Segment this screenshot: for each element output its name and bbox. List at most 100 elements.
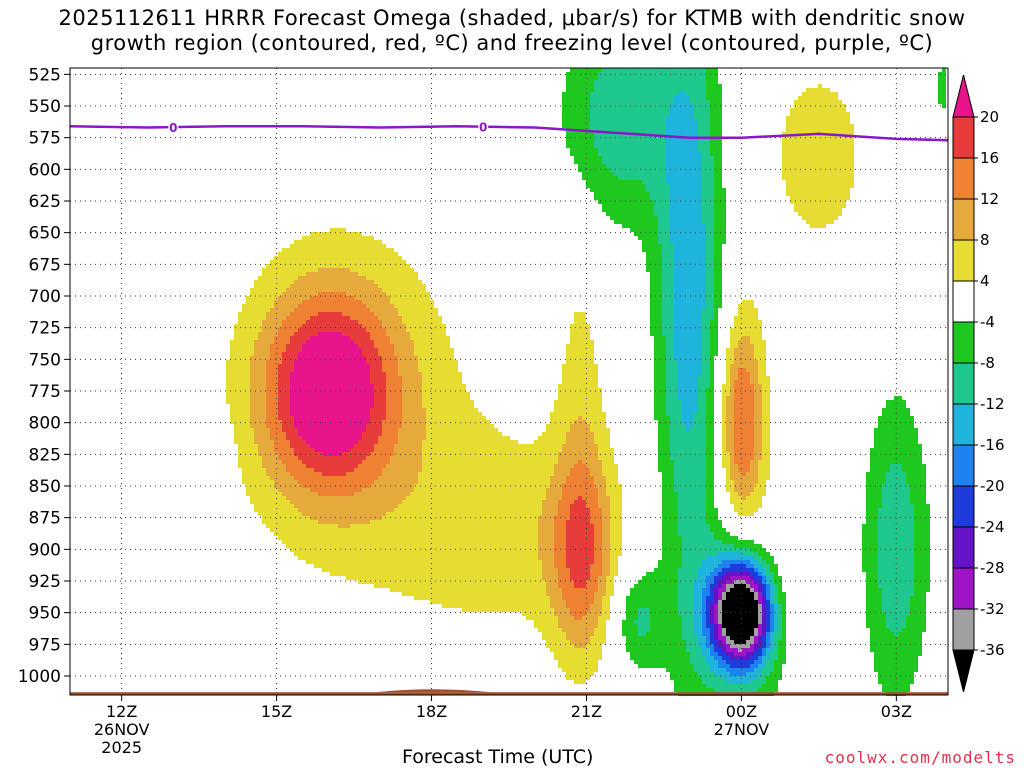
omega-cell	[594, 436, 610, 440]
omega-cell	[706, 272, 714, 276]
omega-cell	[706, 404, 714, 408]
omega-cell	[706, 660, 718, 664]
omega-cell	[710, 320, 718, 324]
omega-cell	[590, 96, 674, 100]
omega-cell	[694, 416, 706, 420]
omega-cell	[666, 156, 702, 160]
omega-cell	[266, 420, 282, 424]
omega-cell	[670, 236, 706, 240]
omega-cell	[562, 448, 598, 452]
omega-cell	[706, 296, 714, 300]
omega-cell	[566, 144, 594, 148]
omega-cell	[714, 604, 718, 608]
omega-cell	[358, 320, 382, 324]
omega-cell	[774, 608, 778, 612]
omega-cell	[610, 168, 666, 172]
omega-cell	[562, 368, 598, 372]
omega-cell	[366, 304, 394, 308]
omega-cell	[674, 244, 706, 248]
omega-cell	[674, 288, 706, 292]
omega-cell	[574, 464, 586, 468]
omega-cell	[702, 652, 710, 656]
omega-cell	[526, 616, 558, 620]
omega-cell	[418, 368, 458, 372]
omega-cell	[782, 616, 786, 620]
omega-cell	[722, 632, 726, 636]
omega-cell	[662, 512, 678, 516]
omega-cell	[734, 544, 762, 548]
omega-cell	[602, 204, 654, 208]
omega-cell	[670, 192, 702, 196]
omega-cell	[590, 108, 670, 112]
omega-cell	[666, 140, 698, 144]
omega-cell	[546, 580, 558, 584]
omega-cell	[770, 656, 778, 660]
omega-cell	[570, 324, 590, 328]
omega-cell	[714, 280, 722, 284]
omega-cell	[702, 168, 714, 172]
omega-cell	[354, 340, 374, 344]
omega-cell	[770, 604, 774, 608]
omega-cell	[250, 388, 266, 392]
omega-cell	[710, 352, 718, 356]
omega-cell	[566, 676, 590, 680]
omega-cell	[274, 444, 290, 448]
omega-cell	[566, 76, 598, 80]
omega-cell	[310, 232, 362, 236]
omega-cell	[774, 576, 782, 580]
omega-cell	[706, 288, 714, 292]
omega-cell	[570, 572, 590, 576]
omega-cell	[730, 636, 750, 640]
omega-cell	[638, 236, 658, 240]
omega-cell	[382, 472, 418, 476]
omega-cell	[250, 500, 290, 504]
omega-cell	[878, 508, 914, 512]
omega-cell	[638, 632, 646, 636]
omega-cell	[722, 464, 730, 468]
omega-cell	[678, 524, 710, 528]
omega-cell	[294, 368, 370, 372]
omega-cell	[558, 624, 598, 628]
omega-cell	[722, 624, 758, 628]
omega-cell	[762, 448, 770, 452]
omega-cell	[674, 312, 702, 316]
omega-cell	[766, 592, 770, 596]
omega-cell	[910, 596, 926, 600]
omega-cell	[662, 536, 682, 540]
omega-cell	[630, 588, 678, 592]
omega-cell	[546, 592, 562, 596]
omega-cell	[426, 416, 486, 420]
omega-cell	[646, 572, 678, 576]
omega-cell	[866, 616, 886, 620]
omega-cell	[766, 568, 770, 572]
omega-cell	[598, 448, 614, 452]
omega-cell	[874, 652, 922, 656]
omega-cell	[358, 440, 378, 444]
omega-cell	[574, 580, 586, 584]
omega-cell	[706, 508, 718, 512]
omega-cell	[694, 632, 702, 636]
omega-cell	[714, 608, 718, 612]
omega-cell	[702, 332, 710, 336]
omega-cell	[754, 568, 758, 572]
omega-cell	[706, 520, 722, 524]
omega-cell	[330, 228, 346, 232]
omega-cell	[758, 624, 762, 628]
omega-cell	[766, 588, 770, 592]
omega-cell	[366, 428, 382, 432]
omega-cell	[678, 376, 698, 380]
omega-cell	[650, 304, 662, 308]
omega-cell	[706, 448, 714, 452]
omega-cell	[878, 544, 914, 548]
omega-cell	[606, 212, 654, 216]
omega-cell	[610, 552, 622, 556]
omega-cell	[758, 584, 762, 588]
omega-cell	[318, 268, 350, 272]
omega-cell	[710, 572, 718, 576]
omega-cell	[626, 608, 638, 612]
omega-cell	[726, 652, 734, 656]
omega-cell	[726, 424, 734, 428]
omega-cell	[730, 372, 738, 376]
omega-cell	[558, 576, 570, 580]
omega-cell	[762, 596, 766, 600]
